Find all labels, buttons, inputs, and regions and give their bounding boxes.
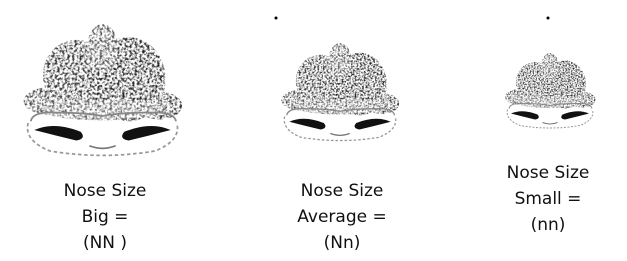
nose-big — [24, 24, 182, 155]
label-line: Nose Size — [301, 181, 384, 201]
label-line: (nn) — [531, 215, 566, 235]
label-line: Small = — [515, 189, 582, 209]
label-line: Big = — [82, 207, 129, 227]
diagram: Nose Size Big = (NN ) Nose Size Average … — [0, 0, 627, 261]
label-line: Nose Size — [507, 163, 590, 183]
label-line: (NN ) — [83, 233, 127, 253]
nose-average — [282, 43, 400, 141]
dot — [275, 17, 278, 20]
label-line: Average = — [297, 207, 386, 227]
nose-small — [505, 53, 596, 128]
label-line: Nose Size — [64, 181, 147, 201]
label-line: (Nn) — [324, 233, 361, 253]
dot — [547, 17, 550, 20]
